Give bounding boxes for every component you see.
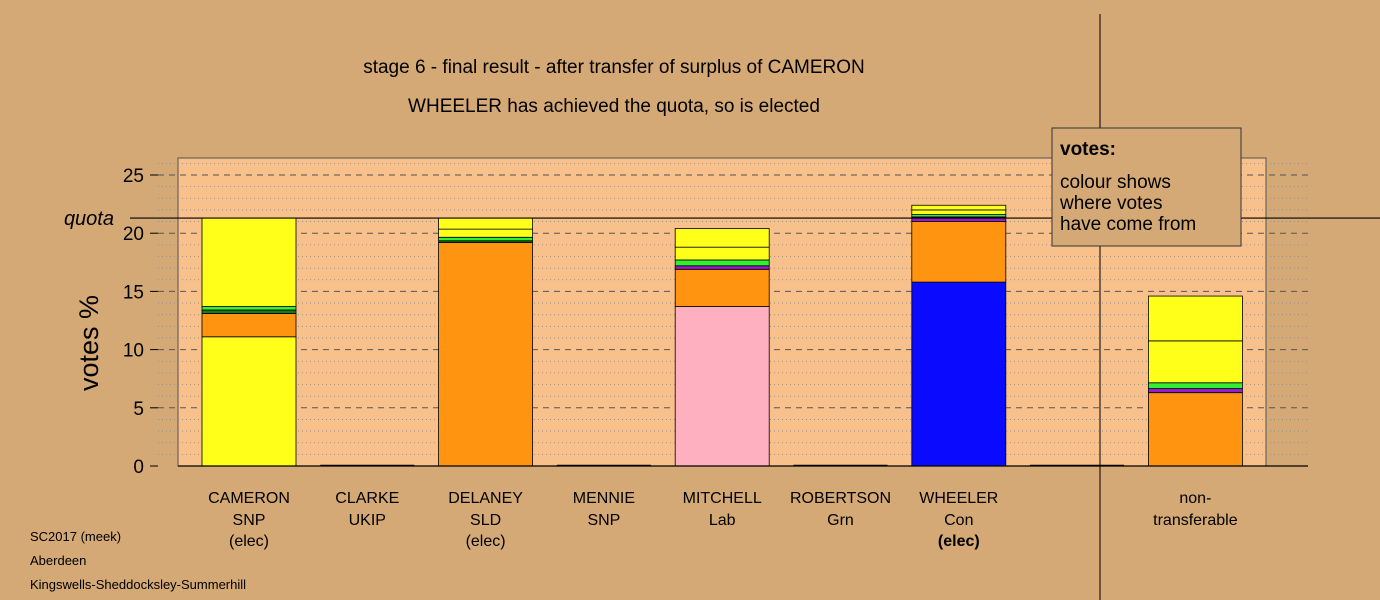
- category-name-label: ROBERTSON: [790, 490, 891, 507]
- legend-line-2: where votes: [1059, 193, 1162, 214]
- category-party-label: Lab: [709, 512, 736, 529]
- bar-segment: [438, 242, 534, 467]
- category-party-label: SLD: [470, 512, 501, 529]
- legend-line-1: colour shows: [1060, 172, 1171, 193]
- bar-segment: [674, 246, 770, 261]
- category-party-label: SNP: [233, 512, 266, 529]
- category-status-label: (elec): [229, 533, 269, 550]
- footer-source: SC2017 (meek): [30, 529, 121, 544]
- category-name-label: WHEELER: [919, 490, 998, 507]
- y-tick-label: 5: [133, 399, 144, 420]
- bar-stack: [674, 228, 770, 467]
- category-party-label: SNP: [587, 512, 620, 529]
- bar-segment: [201, 336, 297, 467]
- y-tick-label: 20: [123, 224, 144, 245]
- category-name-label: non-: [1179, 490, 1211, 507]
- category-party-label: Grn: [827, 512, 854, 529]
- bar-segment: [438, 217, 534, 230]
- bar-segment: [674, 268, 770, 307]
- y-tick-label: 25: [123, 166, 144, 187]
- bar-segment: [674, 306, 770, 467]
- y-tick-label: 10: [123, 341, 144, 362]
- chart-title: stage 6 - final result - after transfer …: [363, 57, 865, 78]
- bar-stack: [1148, 295, 1243, 467]
- category-name-label: MITCHELL: [683, 490, 762, 507]
- bar-segment: [201, 309, 297, 314]
- bar-stack: [201, 217, 297, 467]
- bar-segment: [1148, 295, 1243, 342]
- bar-segment: [674, 265, 770, 270]
- bar-segment: [1148, 340, 1243, 384]
- bars: [201, 204, 1243, 467]
- bar-segment: [911, 221, 1007, 283]
- footer-council: Aberdeen: [30, 553, 86, 568]
- bar-segment: [911, 281, 1007, 467]
- category-party-label: Con: [944, 512, 973, 529]
- bar-segment: [1148, 388, 1243, 394]
- bar-segment: [201, 313, 297, 338]
- bar-segment: [674, 259, 770, 267]
- y-tick-label: 15: [123, 282, 144, 303]
- category-status-label: (elec): [466, 533, 506, 550]
- footer-ward: Kingswells-Sheddocksley-Summerhill: [30, 577, 246, 592]
- quota-label: quota: [64, 208, 114, 230]
- bar-segment: [438, 228, 534, 238]
- category-status-label: (elec): [938, 533, 980, 550]
- category-name-label: DELANEY: [448, 490, 523, 507]
- bar-segment: [911, 204, 1007, 211]
- bar-segment: [201, 217, 297, 307]
- y-tick-label: 0: [133, 457, 144, 478]
- category-party-label: transferable: [1153, 512, 1238, 529]
- legend-line-3: have come from: [1060, 214, 1196, 235]
- y-axis-label: votes %: [74, 295, 104, 391]
- bar-segment: [674, 228, 770, 248]
- chart-subtitle: WHEELER has achieved the quota, so is el…: [408, 96, 820, 117]
- bar-segment: [1148, 382, 1243, 389]
- legend: votes: colour shows where votes have com…: [1051, 127, 1242, 247]
- bar-segment: [1148, 392, 1243, 467]
- bar-segment: [911, 209, 1007, 215]
- category-labels: CAMERON SNP (elec) CLARKE UKIP DELANEY SLD (ele…: [208, 490, 1238, 550]
- bar-segment: [201, 306, 297, 311]
- y-axis: 0 5 10 15 20 25: [123, 166, 158, 478]
- legend-box: [1051, 127, 1242, 247]
- category-name-label: CLARKE: [335, 490, 399, 507]
- legend-heading: votes:: [1060, 139, 1116, 160]
- category-party-label: UKIP: [349, 512, 386, 529]
- bar-segment: [438, 236, 534, 242]
- category-name-label: CAMERON: [208, 490, 290, 507]
- category-name-label: MENNIE: [573, 490, 635, 507]
- bar-stack: [911, 204, 1007, 467]
- bar-stack: [438, 217, 534, 467]
